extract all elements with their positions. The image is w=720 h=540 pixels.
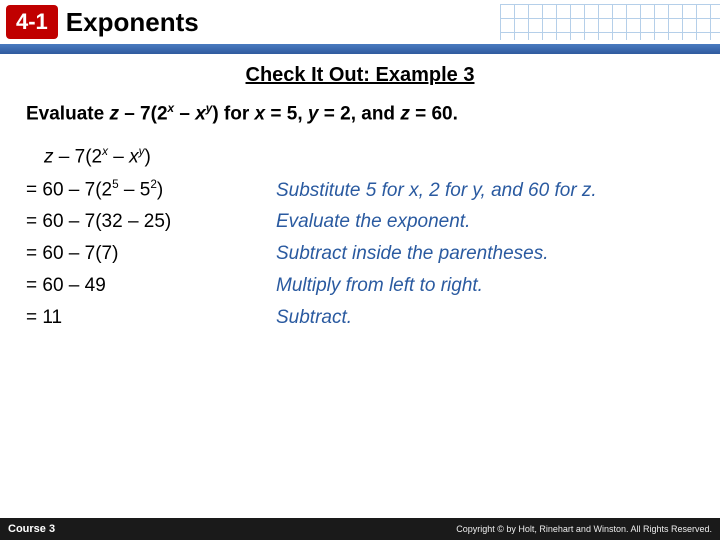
step-row: = 11 Subtract. <box>26 306 694 330</box>
problem-statement: Evaluate z – 7(2x – xy) for x = 5, y = 2… <box>26 101 694 127</box>
var-z: z <box>109 103 119 124</box>
var-z2: z <box>400 103 410 124</box>
header-title: Exponents <box>66 7 199 38</box>
footer-copyright: Copyright © by Holt, Rinehart and Winsto… <box>456 524 712 534</box>
fe-m2: – <box>108 146 129 167</box>
var-x: x <box>195 103 206 124</box>
step-note: Multiply from left to right. <box>276 274 483 298</box>
grid-decoration <box>500 4 720 40</box>
step-row: = 60 – 7(7) Subtract inside the parenthe… <box>26 242 694 266</box>
step-note: Subtract inside the parentheses. <box>276 242 549 266</box>
section-badge: 4-1 <box>6 5 58 39</box>
steps-list: = 60 – 7(25 – 52) Substitute 5 for x, 2 … <box>26 178 694 329</box>
content: Check It Out: Example 3 Evaluate z – 7(2… <box>0 54 720 329</box>
step-expr: = 60 – 7(32 – 25) <box>26 211 276 233</box>
step-row: = 60 – 49 Multiply from left to right. <box>26 274 694 298</box>
var-x2: x <box>255 103 266 124</box>
fe-x: x <box>129 146 139 167</box>
problem-t2: – <box>174 103 195 124</box>
step-expr: = 11 <box>26 307 276 329</box>
step-expr: = 60 – 7(25 – 52) <box>26 178 276 201</box>
fe-tail: ) <box>145 146 151 167</box>
fe-m1: – 7(2 <box>54 146 103 167</box>
step-expr: = 60 – 49 <box>26 275 276 297</box>
problem-eq3: = 60. <box>410 103 458 124</box>
step-row: = 60 – 7(25 – 52) Substitute 5 for x, 2 … <box>26 178 694 202</box>
header-bar <box>0 44 720 54</box>
step-expr: = 60 – 7(7) <box>26 243 276 265</box>
step-row: = 60 – 7(32 – 25) Evaluate the exponent. <box>26 210 694 234</box>
problem-eq2: = 2, and <box>318 103 400 124</box>
var-y: y <box>308 103 319 124</box>
step-note: Substitute 5 for x, 2 for y, and 60 for … <box>276 179 597 203</box>
footer-course: Course 3 <box>8 523 55 535</box>
step-note: Evaluate the exponent. <box>276 210 470 234</box>
problem-t3: ) for <box>212 103 254 124</box>
footer: Course 3 Copyright © by Holt, Rinehart a… <box>0 518 720 540</box>
fe-z: z <box>44 146 54 167</box>
header: 4-1 Exponents <box>0 0 720 44</box>
problem-eq1: = 5, <box>265 103 308 124</box>
example-subtitle: Check It Out: Example 3 <box>26 64 694 87</box>
problem-prefix: Evaluate <box>26 103 109 124</box>
step-note: Subtract. <box>276 306 352 330</box>
first-expression: z – 7(2x – xy) <box>44 145 694 168</box>
problem-t1: – 7(2 <box>119 103 168 124</box>
